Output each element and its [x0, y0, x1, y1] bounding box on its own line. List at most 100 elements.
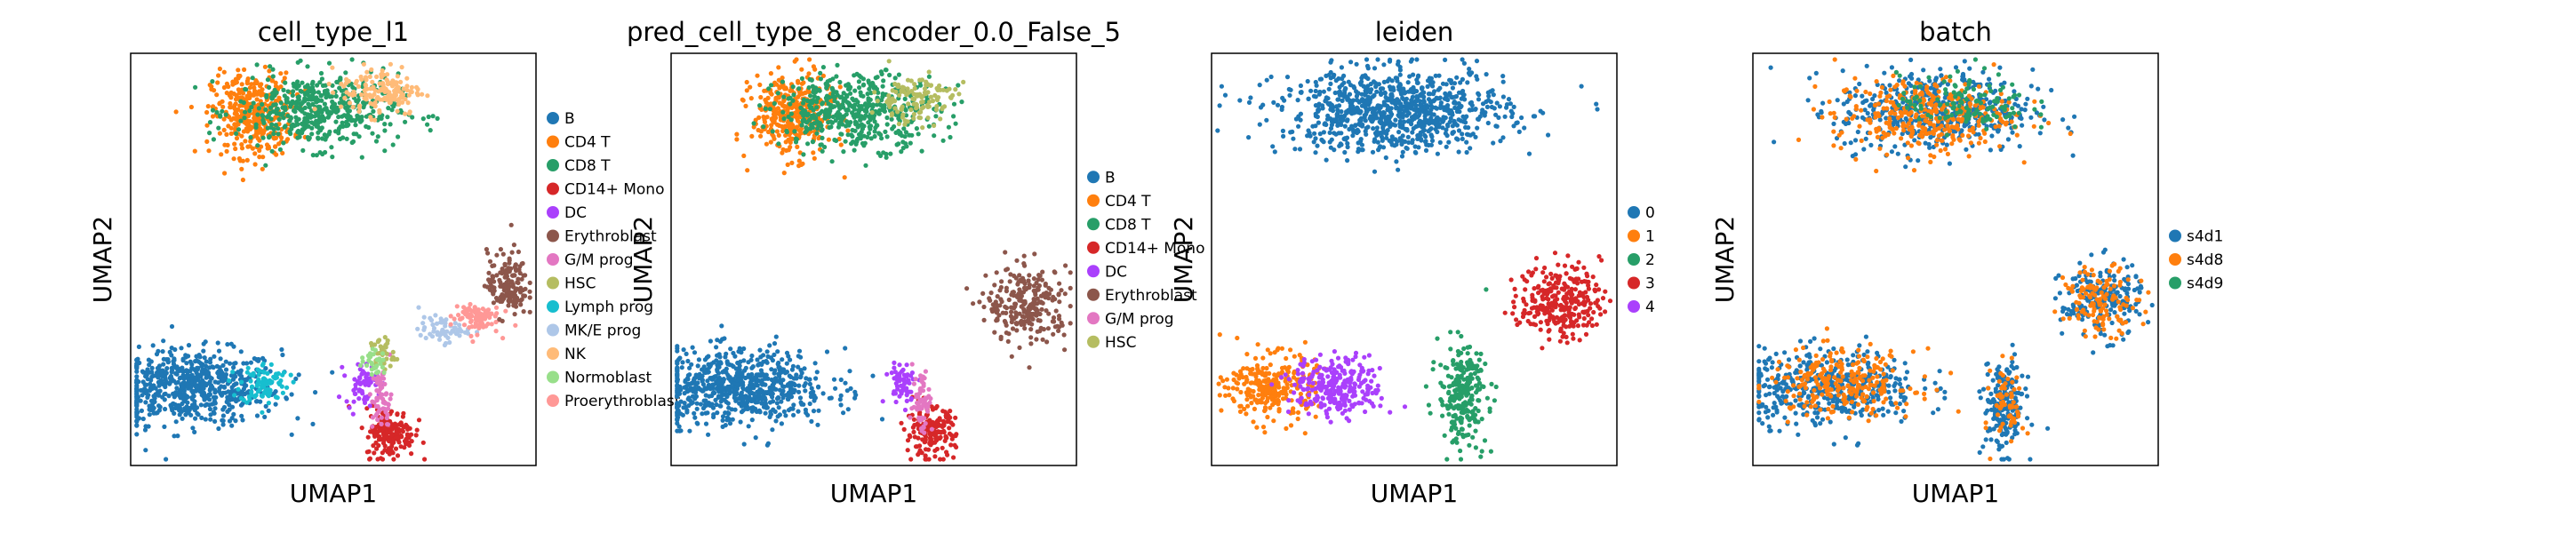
scatter-point	[265, 370, 270, 376]
scatter-point	[1027, 310, 1032, 316]
scatter-point	[676, 424, 682, 429]
scatter-point	[387, 92, 393, 98]
scatter-point	[498, 247, 504, 252]
scatter-point	[260, 355, 266, 361]
scatter-point	[711, 414, 716, 420]
scatter-point	[268, 64, 273, 69]
scatter-point	[792, 129, 797, 134]
scatter-point	[185, 410, 190, 415]
scatter-point	[910, 96, 916, 101]
scatter-point	[731, 364, 736, 370]
scatter-point	[764, 141, 770, 147]
scatter-point	[456, 313, 461, 318]
scatter-point	[415, 92, 420, 98]
scatter-point	[279, 135, 284, 140]
scatter-point	[831, 377, 837, 382]
scatter-point	[867, 80, 872, 85]
scatter-point	[1454, 75, 1460, 80]
scatter-point	[692, 410, 697, 416]
scatter-point	[169, 323, 175, 330]
scatter-point	[484, 284, 490, 290]
scatter-point	[224, 91, 229, 96]
scatter-point	[174, 386, 180, 391]
scatter-point	[774, 122, 780, 127]
scatter-point	[998, 297, 1004, 302]
scatter-point	[220, 104, 226, 109]
scatter-point	[768, 355, 774, 361]
scatter-point	[749, 133, 755, 139]
scatter-point	[844, 92, 850, 98]
scatter-point	[369, 67, 374, 72]
scatter-point	[983, 273, 988, 278]
scatter-point	[296, 128, 301, 134]
scatter-point	[390, 142, 396, 147]
scatter-point	[267, 392, 272, 397]
scatter-point	[462, 312, 468, 317]
scatter-point	[805, 412, 811, 418]
scatter-point	[256, 106, 261, 111]
scatter-point	[785, 396, 791, 402]
scatter-point	[226, 123, 231, 129]
x-axis-label: UMAP1	[830, 479, 918, 508]
scatter-point	[392, 421, 398, 426]
scatter-point	[675, 387, 680, 393]
scatter-point	[817, 88, 822, 93]
scatter-point	[404, 437, 409, 442]
scatter-point	[222, 171, 228, 176]
scatter-point	[500, 336, 506, 341]
scatter-point	[143, 400, 148, 405]
scatter-point	[189, 372, 195, 378]
legend-marker	[547, 159, 559, 171]
scatter-point	[347, 91, 352, 97]
scatter-point	[1051, 331, 1056, 337]
scatter-point	[296, 116, 301, 122]
legend-label: CD8 T	[564, 157, 611, 175]
scatter-point	[204, 375, 209, 380]
scatter-point	[1046, 285, 1052, 290]
scatter-point	[236, 386, 241, 392]
scatter-point	[390, 349, 396, 354]
scatter-point	[856, 131, 862, 137]
scatter-point	[227, 418, 233, 424]
scatter-point	[376, 338, 381, 344]
scatter-point	[724, 418, 730, 423]
scatter-point	[762, 117, 767, 123]
scatter-point	[366, 449, 372, 454]
legend-marker	[547, 300, 559, 313]
scatter-point	[227, 407, 232, 412]
scatter-point	[152, 393, 158, 398]
scatter-point	[370, 79, 375, 84]
scatter-point	[260, 101, 265, 107]
scatter-point	[1021, 309, 1027, 314]
scatter-point	[220, 422, 226, 427]
scatter-point	[811, 107, 816, 113]
scatter-point	[715, 338, 720, 343]
legend-label: HSC	[564, 275, 596, 293]
scatter-point	[713, 397, 718, 402]
scatter-point	[915, 407, 920, 412]
scatter-point	[810, 125, 816, 131]
scatter-point	[746, 360, 751, 365]
scatter-point	[331, 90, 336, 95]
scatter-point	[757, 82, 763, 88]
scatter-point	[447, 339, 452, 346]
scatter-point	[692, 376, 697, 381]
scatter-point	[260, 135, 266, 140]
scatter-point	[245, 365, 251, 370]
scatter-point	[360, 355, 365, 361]
scatter-point	[356, 108, 362, 114]
scatter-point	[278, 71, 284, 76]
scatter-point	[796, 80, 801, 85]
scatter-point	[279, 346, 284, 353]
scatter-point	[781, 171, 787, 176]
scatter-point	[1342, 149, 1348, 155]
scatter-point	[289, 392, 294, 397]
scatter-point	[276, 141, 282, 147]
scatter-point	[748, 96, 754, 101]
scatter-point	[179, 346, 184, 351]
scatter-point	[367, 392, 372, 397]
scatter-point	[192, 148, 197, 154]
scatter-point	[706, 401, 712, 406]
scatter-point	[228, 131, 234, 136]
scatter-point	[408, 89, 413, 94]
